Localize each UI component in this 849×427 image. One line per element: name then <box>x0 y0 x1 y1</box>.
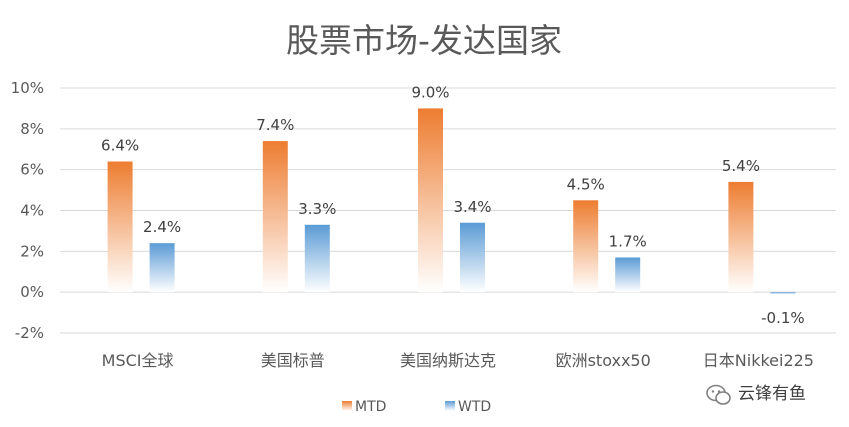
data-label: 3.4% <box>453 198 491 216</box>
bar-mtd <box>573 200 599 293</box>
bar-mtd <box>262 141 288 293</box>
data-label: 1.7% <box>609 232 647 250</box>
bar-mtd <box>728 181 754 293</box>
gridlines <box>60 87 836 334</box>
bar-mtd <box>107 161 133 293</box>
bar-wtd <box>615 257 641 293</box>
x-axis-categories: MSCI全球 美国标普 美国纳斯达克 欧洲stoxx50 日本Nikkei225 <box>102 351 814 370</box>
bar-wtd <box>304 224 330 293</box>
legend-swatch-mtd <box>342 401 352 411</box>
data-label: 4.5% <box>567 175 605 193</box>
watermark: 云锋有鱼 <box>706 384 806 405</box>
y-axis-ticks: -2% 0% 2% 4% 6% 8% 10% <box>11 79 44 342</box>
y-tick-label: 10% <box>11 79 44 97</box>
bar-wtd <box>460 222 485 293</box>
data-label: 6.4% <box>101 137 139 155</box>
bars <box>107 108 796 295</box>
chart-title: 股票市场-发达国家 <box>286 21 562 60</box>
wechat-icon <box>706 384 731 405</box>
bar-wtd <box>770 292 796 295</box>
legend-label: MTD <box>355 399 386 415</box>
y-tick-label: 6% <box>20 161 44 179</box>
data-labels: 6.4% 2.4% 7.4% 3.3% 9.0% 3.4% 4.5% 1.7% 5.4% -0.1… <box>101 83 805 327</box>
legend-swatch-wtd <box>445 401 455 411</box>
watermark-text: 云锋有鱼 <box>738 384 806 404</box>
data-label: 2.4% <box>143 218 181 236</box>
x-category-label: 美国纳斯达克 <box>400 351 496 370</box>
y-tick-label: 4% <box>20 202 44 220</box>
data-label: 7.4% <box>256 116 294 134</box>
data-label: 3.3% <box>298 200 336 218</box>
bar-mtd <box>418 108 443 293</box>
data-label: 5.4% <box>722 157 760 175</box>
x-category-label: MSCI全球 <box>102 351 174 370</box>
y-tick-label: -2% <box>15 324 44 342</box>
x-category-label: 美国标普 <box>261 351 325 370</box>
y-tick-label: 8% <box>20 120 44 138</box>
y-tick-label: 2% <box>20 242 44 260</box>
bar-wtd <box>149 243 175 293</box>
data-label: 9.0% <box>411 83 449 101</box>
legend-label: WTD <box>458 399 491 415</box>
data-label: -0.1% <box>761 309 805 327</box>
legend: MTD WTD <box>342 399 491 415</box>
x-category-label: 欧洲stoxx50 <box>556 351 651 370</box>
x-category-label: 日本Nikkei225 <box>703 351 814 370</box>
y-tick-label: 0% <box>20 283 44 301</box>
